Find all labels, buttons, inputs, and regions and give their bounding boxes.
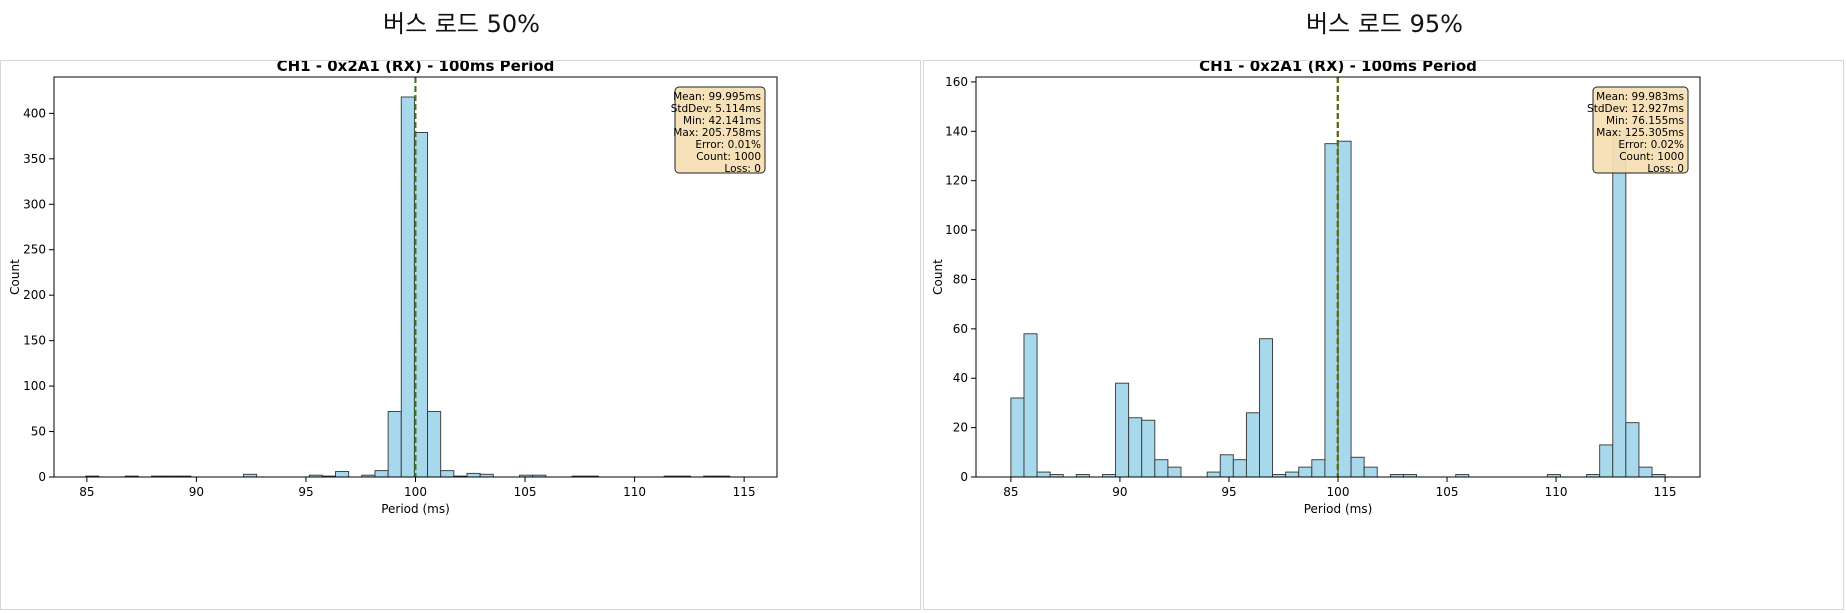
y-tick-label: 50	[31, 425, 46, 439]
x-tick-label: 90	[1112, 485, 1127, 499]
x-tick-label: 90	[189, 485, 204, 499]
histogram-bar	[427, 411, 442, 478]
histogram-bar	[1311, 459, 1326, 478]
section-title-right: 버스 로드 95%	[1306, 10, 1463, 38]
stats-line: Error: 0.01%	[695, 139, 761, 151]
histogram-bar	[1324, 143, 1339, 478]
x-tick-label: 85	[1003, 485, 1018, 499]
histogram-bar	[1232, 459, 1247, 478]
y-tick-label: 300	[23, 197, 46, 211]
x-axis-label: Period (ms)	[381, 502, 450, 516]
x-tick-label: 105	[514, 485, 537, 499]
stats-line: Count: 1000	[696, 151, 761, 163]
histogram-bar	[387, 411, 402, 478]
histogram-bar	[1259, 338, 1274, 478]
x-tick-label: 85	[79, 485, 94, 499]
stats-line: Min: 76.155ms	[1606, 115, 1684, 127]
y-tick-label: 20	[953, 421, 968, 435]
stats-line: Max: 205.758ms	[673, 127, 761, 139]
histogram-bar	[374, 470, 389, 478]
y-tick-label: 80	[953, 272, 968, 286]
chart-title: CH1 - 0x2A1 (RX) - 100ms Period	[1199, 61, 1477, 75]
y-tick-label: 0	[960, 470, 968, 484]
bars	[1010, 130, 1666, 478]
histogram-bar	[1128, 417, 1143, 478]
histogram-bar	[335, 471, 350, 478]
chart-title: CH1 - 0x2A1 (RX) - 100ms Period	[277, 61, 555, 75]
section-title-left: 버스 로드 50%	[383, 10, 540, 38]
x-tick-label: 100	[404, 485, 427, 499]
y-tick-label: 200	[23, 288, 46, 302]
histogram-bar	[440, 470, 455, 478]
stats-line: Mean: 99.983ms	[1596, 91, 1684, 103]
y-tick-label: 160	[945, 75, 968, 89]
y-tick-label: 0	[38, 470, 46, 484]
histogram-bar	[1010, 397, 1025, 478]
bars	[85, 96, 731, 478]
histogram-bar	[1612, 130, 1627, 478]
stats-line: StdDev: 5.114ms	[671, 103, 761, 115]
stats-line: Min: 42.141ms	[683, 115, 761, 127]
y-tick-label: 100	[23, 379, 46, 393]
x-tick-label: 95	[1221, 485, 1236, 499]
y-tick-label: 350	[23, 152, 46, 166]
x-tick-label: 110	[623, 485, 646, 499]
stats-line: Max: 125.305ms	[1596, 127, 1684, 139]
histogram-chart-left: CH1 - 0x2A1 (RX) - 100ms Period 85 90 95 100…	[8, 57, 778, 516]
y-axis-label: Count	[8, 259, 22, 295]
y-tick-label: 100	[945, 223, 968, 237]
stats-line: Mean: 99.995ms	[673, 91, 761, 103]
x-tick-label: 115	[1654, 485, 1677, 499]
stats-line: Loss: 0	[1647, 163, 1684, 175]
histogram-bar	[1206, 471, 1221, 478]
x-tick-label: 115	[733, 485, 756, 499]
y-tick-label: 120	[945, 174, 968, 188]
stats-line: Count: 1000	[1619, 151, 1684, 163]
x-tick-label: 105	[1436, 485, 1459, 499]
histogram-bar	[1219, 454, 1234, 478]
stats-line: Loss: 0	[724, 163, 761, 175]
stats-line: Error: 0.02%	[1618, 139, 1684, 151]
y-tick-label: 150	[23, 334, 46, 348]
histogram-bar	[1115, 382, 1130, 478]
histogram-bar	[1350, 456, 1365, 478]
x-axis-label: Period (ms)	[1304, 502, 1373, 516]
y-tick-label: 60	[953, 322, 968, 336]
histogram-bar	[1245, 412, 1260, 478]
histogram-bar	[1285, 471, 1300, 478]
histogram-bar	[1167, 466, 1182, 478]
histogram-bar	[1298, 466, 1313, 478]
histogram-bar	[1337, 140, 1352, 478]
x-tick-label: 100	[1327, 485, 1350, 499]
stats-box	[1592, 86, 1689, 174]
histogram-bar	[1638, 466, 1653, 478]
chart-panel-left: CH1 - 0x2A1 (RX) - 100ms Period 85 90 95 100…	[0, 57, 921, 610]
histogram-bar	[466, 472, 481, 478]
y-tick-label: 250	[23, 243, 46, 257]
y-tick-label: 140	[945, 124, 968, 138]
histogram-bar	[1599, 444, 1614, 478]
histogram-bar	[1154, 459, 1169, 478]
y-tick-label: 40	[953, 371, 968, 385]
histogram-bar	[400, 96, 415, 478]
histogram-bar	[1141, 419, 1156, 478]
histogram-bar	[1363, 466, 1378, 478]
chart-panel-right: CH1 - 0x2A1 (RX) - 100ms Period 85 90 95 100…	[923, 57, 1844, 610]
histogram-bar	[1036, 471, 1051, 478]
y-axis-label: Count	[931, 259, 945, 295]
y-tick-label: 400	[23, 106, 46, 120]
histogram-bar	[1625, 422, 1640, 478]
stats-box	[674, 86, 766, 174]
x-tick-label: 95	[298, 485, 313, 499]
x-tick-label: 110	[1545, 485, 1568, 499]
histogram-bar	[1023, 333, 1038, 478]
stats-line: StdDev: 12.927ms	[1587, 103, 1684, 115]
histogram-chart-right: CH1 - 0x2A1 (RX) - 100ms Period 85 90 95 100…	[931, 57, 1701, 516]
